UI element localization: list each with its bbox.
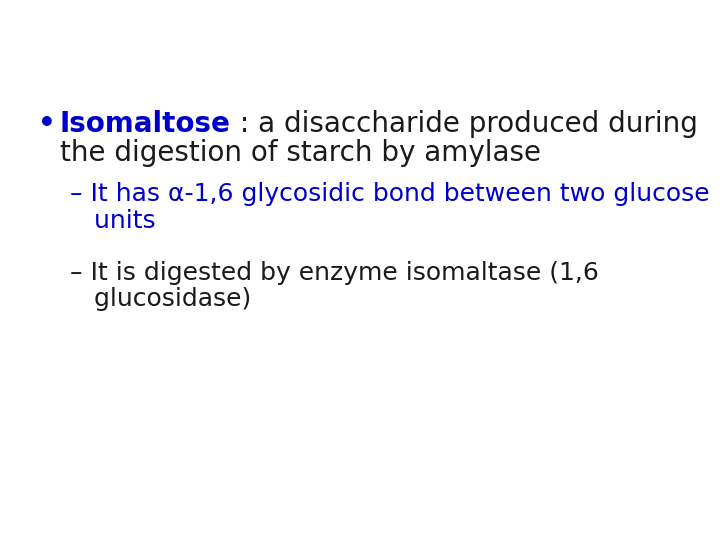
Text: units: units — [70, 208, 156, 233]
Text: •: • — [38, 110, 55, 138]
Text: Isomaltose: Isomaltose — [60, 110, 231, 138]
Text: the digestion of starch by amylase: the digestion of starch by amylase — [60, 139, 541, 167]
Text: – It is digested by enzyme isomaltase (1,6: – It is digested by enzyme isomaltase (1… — [70, 261, 599, 285]
Text: : a disaccharide produced during: : a disaccharide produced during — [231, 110, 698, 138]
Text: – It has α-1,6 glycosidic bond between two glucose: – It has α-1,6 glycosidic bond between t… — [70, 183, 710, 206]
Text: glucosidase): glucosidase) — [70, 287, 251, 311]
